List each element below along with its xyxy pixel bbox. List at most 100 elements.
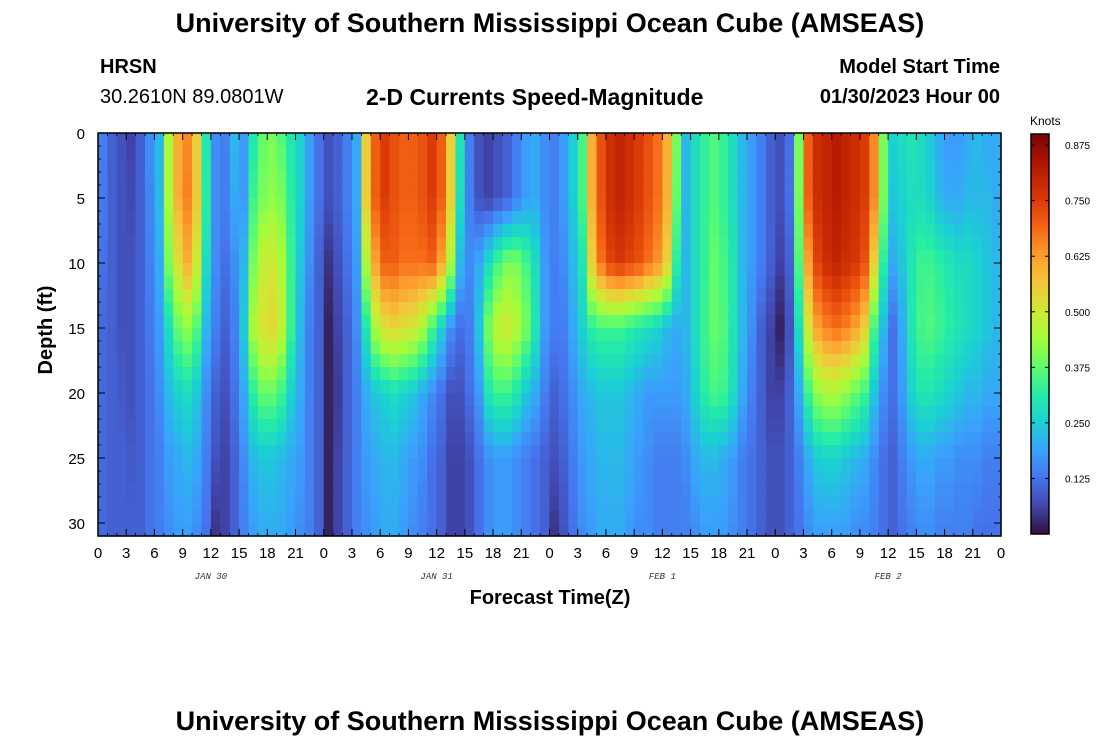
heatmap-cell — [182, 224, 193, 238]
heatmap-cell — [972, 146, 983, 160]
heatmap-cell — [681, 471, 692, 485]
heatmap-cell — [323, 185, 334, 199]
heatmap-cell — [351, 328, 362, 342]
heatmap-cell — [154, 276, 165, 290]
heatmap-cell — [869, 497, 880, 511]
heatmap-cell — [521, 354, 532, 368]
heatmap-cell — [323, 198, 334, 212]
heatmap-cell — [662, 224, 673, 238]
heatmap-cell — [831, 289, 842, 303]
heatmap-cell — [220, 497, 231, 511]
heatmap-cell — [718, 458, 729, 472]
heatmap-cell — [257, 393, 268, 407]
heatmap-cell — [154, 445, 165, 459]
heatmap-cell — [464, 510, 475, 524]
heatmap-cell — [765, 159, 776, 173]
heatmap-cell — [98, 198, 109, 212]
heatmap-cell — [822, 445, 833, 459]
heatmap-cell — [436, 328, 447, 342]
heatmap-cell — [643, 354, 654, 368]
heatmap-cell — [982, 289, 993, 303]
heatmap-cell — [615, 159, 626, 173]
heatmap-cell — [963, 445, 974, 459]
heatmap-cell — [850, 159, 861, 173]
heatmap-cell — [276, 237, 287, 251]
heatmap-cell — [662, 237, 673, 251]
heatmap-cell — [427, 328, 438, 342]
heatmap-cell — [718, 211, 729, 225]
heatmap-cell — [982, 510, 993, 524]
heatmap-cell — [756, 276, 767, 290]
heatmap-cell — [775, 367, 786, 381]
heatmap-cell — [596, 263, 607, 277]
heatmap-cell — [210, 497, 221, 511]
heatmap-cell — [765, 432, 776, 446]
heatmap-cell — [944, 302, 955, 316]
heatmap-cell — [267, 354, 278, 368]
heatmap-cell — [859, 211, 870, 225]
heatmap-cell — [935, 302, 946, 316]
heatmap-cell — [690, 393, 701, 407]
heatmap-cell — [972, 250, 983, 264]
heatmap-cell — [831, 445, 842, 459]
heatmap-cell — [239, 471, 250, 485]
heatmap-cell — [803, 237, 814, 251]
heatmap-cell — [540, 328, 551, 342]
heatmap-cell — [342, 198, 353, 212]
heatmap-cell — [869, 341, 880, 355]
heatmap-cell — [511, 159, 522, 173]
heatmap-cell — [192, 484, 203, 498]
heatmap-cell — [577, 354, 588, 368]
heatmap-cell — [662, 510, 673, 524]
heatmap-cell — [897, 367, 908, 381]
heatmap-cell — [145, 237, 156, 251]
heatmap-cell — [587, 289, 598, 303]
x-tick-label: 6 — [602, 545, 610, 562]
heatmap-cell — [812, 419, 823, 433]
heatmap-cell — [248, 198, 259, 212]
heatmap-cell — [878, 328, 889, 342]
heatmap-cell — [436, 172, 447, 186]
heatmap-cell — [756, 133, 767, 147]
heatmap-cell — [446, 159, 457, 173]
heatmap-cell — [587, 419, 598, 433]
heatmap-cell — [831, 146, 842, 160]
heatmap-cell — [869, 289, 880, 303]
heatmap-cell — [229, 341, 240, 355]
heatmap-cell — [314, 237, 325, 251]
heatmap-cell — [98, 341, 109, 355]
heatmap-cell — [747, 432, 758, 446]
heatmap-cell — [192, 198, 203, 212]
heatmap-cell — [455, 497, 466, 511]
heatmap-cell — [652, 367, 663, 381]
y-tick-label: 0 — [77, 126, 85, 143]
heatmap-cell — [596, 341, 607, 355]
heatmap-cell — [643, 393, 654, 407]
heatmap-cell — [210, 224, 221, 238]
heatmap-cell — [267, 315, 278, 329]
heatmap-cell — [803, 211, 814, 225]
heatmap-cell — [370, 380, 381, 394]
heatmap-cell — [210, 393, 221, 407]
heatmap-cell — [98, 497, 109, 511]
heatmap-cell — [991, 380, 1002, 394]
heatmap-cell — [295, 419, 306, 433]
heatmap-cell — [577, 523, 588, 537]
heatmap-cell — [925, 211, 936, 225]
heatmap-cell — [671, 328, 682, 342]
heatmap-cell — [276, 393, 287, 407]
heatmap-cell — [916, 198, 927, 212]
heatmap-cell — [925, 497, 936, 511]
heatmap-cell — [925, 484, 936, 498]
heatmap-cell — [596, 276, 607, 290]
heatmap-cell — [906, 263, 917, 277]
heatmap-cell — [436, 432, 447, 446]
heatmap-cell — [370, 510, 381, 524]
heatmap-cell — [295, 315, 306, 329]
heatmap-cell — [389, 432, 400, 446]
heatmap-cell — [417, 211, 428, 225]
heatmap-cell — [239, 445, 250, 459]
heatmap-cell — [530, 224, 541, 238]
heatmap-cell — [605, 263, 616, 277]
heatmap-cell — [417, 406, 428, 420]
